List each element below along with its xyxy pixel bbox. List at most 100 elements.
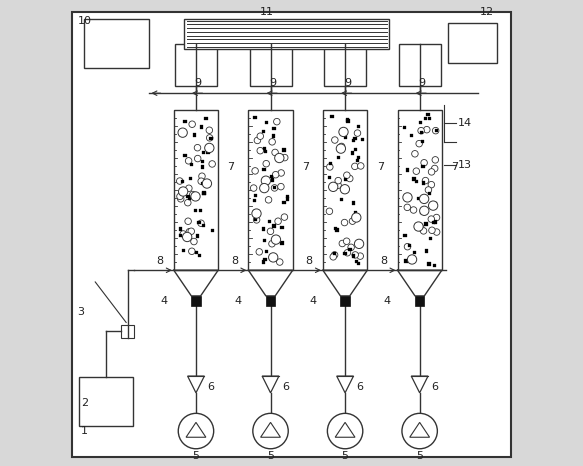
Bar — [346, 119, 350, 123]
Bar — [434, 202, 437, 206]
Circle shape — [422, 178, 429, 184]
Bar — [200, 125, 203, 129]
Circle shape — [205, 143, 214, 152]
Circle shape — [326, 164, 333, 170]
Circle shape — [182, 233, 192, 242]
Circle shape — [261, 176, 271, 185]
Circle shape — [254, 217, 260, 223]
Circle shape — [275, 153, 284, 163]
Circle shape — [336, 144, 346, 153]
Circle shape — [186, 228, 192, 235]
Circle shape — [194, 144, 201, 151]
Text: 6: 6 — [208, 382, 215, 392]
Bar — [355, 260, 359, 263]
Circle shape — [408, 255, 417, 264]
Text: 3: 3 — [77, 307, 84, 317]
Bar — [263, 239, 266, 242]
Circle shape — [348, 244, 354, 251]
Circle shape — [423, 126, 430, 133]
Bar — [262, 227, 265, 231]
Circle shape — [420, 206, 429, 215]
Bar — [335, 228, 339, 232]
Bar — [254, 218, 257, 221]
Text: 9: 9 — [419, 78, 426, 88]
Text: 5: 5 — [342, 451, 349, 461]
Text: 8: 8 — [156, 256, 163, 266]
Circle shape — [275, 218, 282, 225]
Circle shape — [326, 208, 333, 214]
Circle shape — [410, 207, 417, 213]
Circle shape — [257, 147, 264, 154]
Bar — [175, 44, 217, 86]
Bar — [344, 189, 347, 192]
Circle shape — [198, 220, 204, 226]
Bar — [182, 249, 185, 252]
Circle shape — [335, 178, 342, 184]
Bar — [448, 23, 497, 63]
Circle shape — [180, 231, 187, 237]
Bar — [263, 147, 266, 150]
Circle shape — [206, 135, 213, 141]
Polygon shape — [186, 422, 206, 437]
Circle shape — [202, 179, 212, 188]
Bar — [331, 115, 333, 118]
Bar — [357, 244, 360, 247]
Bar — [323, 110, 367, 270]
Circle shape — [184, 199, 191, 206]
Circle shape — [403, 193, 412, 202]
Circle shape — [276, 259, 283, 265]
Circle shape — [339, 127, 348, 137]
Bar — [271, 178, 274, 182]
Bar — [187, 195, 189, 199]
Circle shape — [429, 201, 438, 210]
Circle shape — [263, 160, 269, 167]
Bar — [329, 162, 332, 165]
Text: 7: 7 — [377, 162, 384, 171]
Bar — [435, 129, 438, 132]
Bar — [248, 110, 293, 270]
Text: 9: 9 — [344, 78, 351, 88]
Bar — [361, 137, 364, 141]
Bar — [324, 44, 366, 86]
Bar — [346, 118, 349, 122]
Circle shape — [185, 185, 192, 192]
Text: 6: 6 — [431, 382, 438, 392]
Bar — [202, 192, 206, 195]
Circle shape — [429, 169, 435, 175]
Bar — [328, 176, 331, 179]
Circle shape — [341, 219, 348, 226]
Bar — [333, 227, 337, 230]
Circle shape — [188, 228, 195, 234]
Text: 5: 5 — [192, 451, 199, 461]
Bar — [408, 244, 411, 247]
Circle shape — [199, 173, 205, 179]
Circle shape — [338, 143, 345, 150]
Circle shape — [428, 216, 434, 222]
Bar — [333, 252, 336, 255]
Circle shape — [178, 413, 214, 449]
Bar — [280, 226, 284, 229]
Circle shape — [253, 413, 288, 449]
Bar — [413, 178, 416, 181]
Bar — [344, 136, 347, 139]
Bar — [263, 189, 266, 192]
Bar — [262, 168, 266, 171]
Bar — [84, 19, 149, 68]
Bar — [420, 140, 424, 143]
Bar — [352, 139, 355, 142]
Circle shape — [402, 413, 437, 449]
Circle shape — [429, 227, 436, 233]
Circle shape — [188, 248, 195, 254]
Bar — [340, 296, 350, 306]
Text: 6: 6 — [282, 382, 289, 392]
Bar — [419, 121, 422, 124]
Bar — [427, 262, 431, 266]
Bar — [427, 192, 431, 195]
Bar — [406, 168, 409, 171]
Circle shape — [256, 248, 262, 255]
Circle shape — [177, 178, 183, 184]
Bar — [357, 156, 360, 159]
Circle shape — [206, 127, 213, 133]
Bar — [202, 191, 206, 194]
Bar — [286, 195, 289, 198]
